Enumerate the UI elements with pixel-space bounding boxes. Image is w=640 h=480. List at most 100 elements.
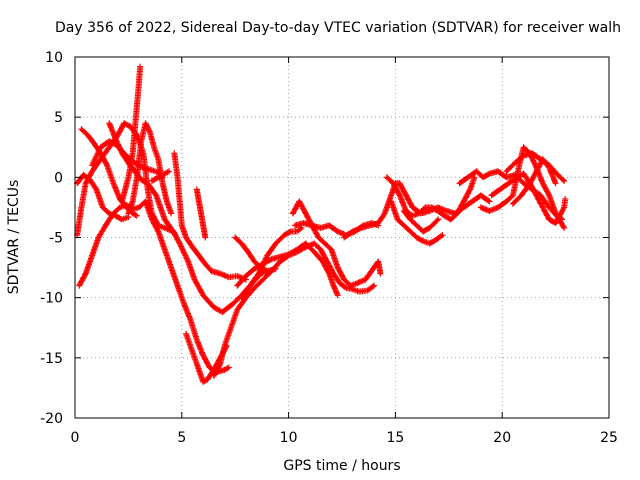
data-point xyxy=(304,242,307,245)
data-point xyxy=(163,172,166,175)
data-point xyxy=(151,180,153,182)
data-point xyxy=(221,311,224,313)
data-point xyxy=(76,182,78,185)
data-point xyxy=(368,224,371,227)
data-point xyxy=(505,170,508,173)
data-point xyxy=(556,174,559,176)
data-point xyxy=(131,212,134,215)
data-point xyxy=(473,176,476,179)
data-point xyxy=(157,158,160,161)
data-point xyxy=(131,200,134,203)
data-point xyxy=(490,194,493,197)
data-point xyxy=(148,130,151,133)
series-track-27 xyxy=(509,156,559,207)
data-point xyxy=(456,212,459,215)
data-point xyxy=(296,230,298,233)
x-tick-label: 0 xyxy=(71,430,80,446)
data-point xyxy=(428,210,431,212)
data-point xyxy=(287,253,290,256)
data-point xyxy=(101,206,104,209)
data-point xyxy=(236,308,239,311)
data-point xyxy=(471,200,474,203)
data-point xyxy=(294,224,296,227)
data-point xyxy=(240,242,243,245)
series-track-19 xyxy=(341,180,493,241)
data-point xyxy=(157,171,160,174)
data-point xyxy=(198,200,200,203)
data-point xyxy=(488,210,491,212)
data-point xyxy=(253,260,256,263)
data-point xyxy=(482,176,484,179)
data-point xyxy=(236,284,239,287)
data-point xyxy=(151,188,153,191)
series-track-2 xyxy=(76,198,232,376)
series-track-20 xyxy=(388,198,446,247)
y-tick-label: -10 xyxy=(40,291,63,307)
data-point xyxy=(518,164,521,167)
data-point xyxy=(183,302,185,305)
data-point xyxy=(170,212,172,215)
data-point xyxy=(516,176,518,179)
series-markers xyxy=(171,150,249,283)
data-point xyxy=(437,206,439,209)
data-point xyxy=(168,170,170,173)
y-axis-title: SDTVAR / TECUs xyxy=(6,180,22,295)
series-track-4 xyxy=(119,63,144,205)
series-markers xyxy=(76,198,232,376)
data-point xyxy=(87,134,89,137)
data-point xyxy=(343,278,345,281)
data-point xyxy=(541,158,544,161)
data-point xyxy=(418,212,420,215)
data-point xyxy=(157,176,160,179)
data-point xyxy=(142,152,145,155)
series-track-5 xyxy=(106,120,271,316)
data-point xyxy=(548,206,550,209)
data-point xyxy=(91,164,93,167)
data-point xyxy=(266,270,269,272)
data-point xyxy=(82,174,85,176)
data-point xyxy=(328,272,330,275)
data-point xyxy=(541,206,544,209)
data-point xyxy=(324,242,326,245)
data-point xyxy=(136,176,138,179)
data-point xyxy=(136,104,138,106)
data-layer xyxy=(74,63,569,385)
data-point xyxy=(202,224,204,227)
data-point xyxy=(424,206,427,209)
data-point xyxy=(161,182,164,185)
data-point xyxy=(198,254,200,257)
data-point xyxy=(168,224,170,227)
data-point xyxy=(236,275,239,277)
data-point xyxy=(480,206,482,209)
data-point xyxy=(411,215,414,217)
data-point xyxy=(99,146,102,149)
data-point xyxy=(366,289,369,292)
data-point xyxy=(144,200,147,203)
data-point xyxy=(127,216,130,218)
data-point xyxy=(80,128,83,130)
data-point xyxy=(134,207,136,210)
series-track-21 xyxy=(383,174,478,223)
data-point xyxy=(262,263,264,265)
data-point xyxy=(298,200,301,203)
data-point xyxy=(219,272,222,275)
data-point xyxy=(411,206,414,209)
data-point xyxy=(292,212,294,215)
data-point xyxy=(223,369,226,371)
data-point xyxy=(319,248,322,251)
data-point xyxy=(349,284,352,287)
x-tick-label: 15 xyxy=(386,430,404,446)
data-point xyxy=(185,332,187,335)
data-point xyxy=(200,212,202,215)
data-point xyxy=(172,230,175,233)
data-point xyxy=(189,318,192,321)
data-point xyxy=(125,206,128,209)
series-track-6 xyxy=(125,120,175,217)
data-point xyxy=(531,152,533,155)
y-tick-label: -20 xyxy=(40,411,63,427)
data-point xyxy=(127,212,130,215)
data-point xyxy=(80,206,83,209)
data-point xyxy=(386,176,388,179)
data-point xyxy=(505,176,508,179)
data-point xyxy=(373,266,375,269)
